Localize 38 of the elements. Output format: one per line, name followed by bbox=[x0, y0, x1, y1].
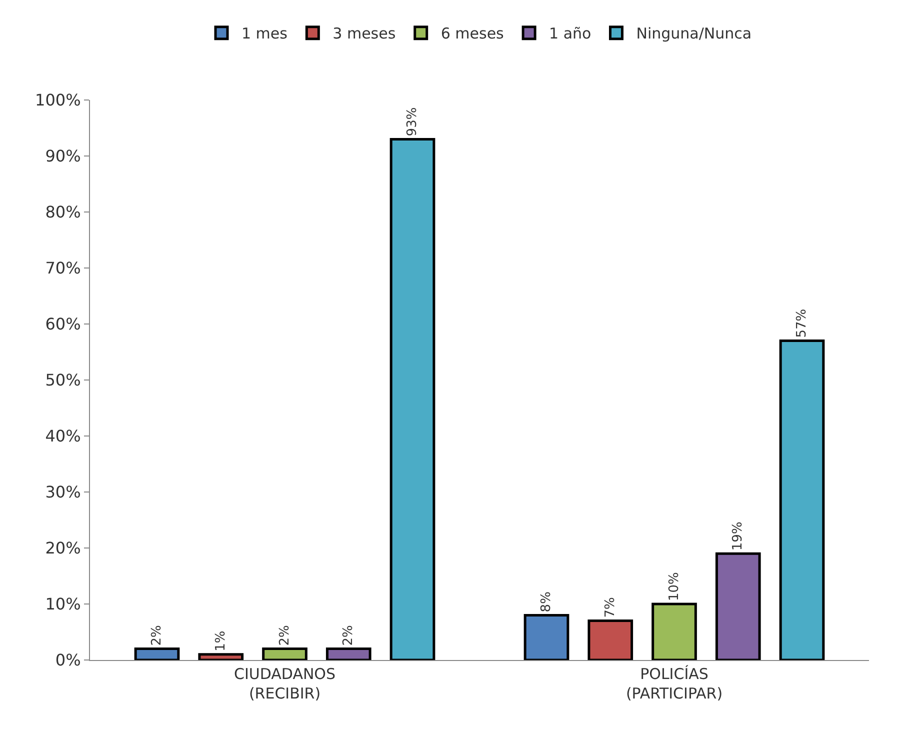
bar bbox=[715, 552, 761, 660]
x-tick-label: CIUDADANOS (RECIBIR) bbox=[234, 665, 336, 702]
data-label: 8% bbox=[538, 592, 554, 612]
bar bbox=[779, 340, 825, 660]
legend-label: 1 mes bbox=[242, 24, 288, 43]
y-tick-label: 90% bbox=[45, 146, 81, 166]
x-tick-label: POLICÍAS (PARTICIPAR) bbox=[626, 665, 723, 702]
data-label: 1% bbox=[213, 630, 228, 652]
y-tick-label: 60% bbox=[45, 314, 81, 334]
data-label: 19% bbox=[730, 522, 746, 551]
legend-label: 1 año bbox=[549, 24, 592, 43]
y-tick-label: 80% bbox=[45, 202, 81, 222]
data-label: 2% bbox=[149, 625, 164, 646]
y-tick-label: 40% bbox=[45, 426, 81, 446]
legend-label: 3 meses bbox=[332, 24, 396, 43]
y-tick-label: 30% bbox=[45, 482, 81, 502]
bar bbox=[588, 620, 634, 660]
bar bbox=[134, 648, 180, 660]
data-label: 10% bbox=[666, 572, 682, 601]
legend-label: 6 meses bbox=[440, 24, 504, 43]
y-tick-label: 100% bbox=[35, 90, 81, 110]
data-label: 2% bbox=[341, 625, 356, 646]
bar bbox=[652, 602, 697, 660]
data-label: 57% bbox=[794, 308, 810, 338]
data-label: 2% bbox=[277, 625, 292, 646]
bar bbox=[262, 648, 308, 660]
bar bbox=[326, 648, 372, 660]
y-tick-label: 70% bbox=[45, 258, 81, 278]
bar bbox=[524, 614, 570, 660]
data-label: 7% bbox=[602, 597, 618, 618]
y-tick-label: 20% bbox=[45, 538, 81, 558]
y-tick-label: 10% bbox=[45, 594, 81, 614]
data-label: 93% bbox=[405, 107, 420, 136]
legend-label: Ninguna/Nunca bbox=[636, 24, 752, 43]
bar bbox=[390, 138, 436, 660]
y-tick-label: 0% bbox=[55, 650, 81, 670]
bar bbox=[198, 653, 244, 660]
y-tick-label: 50% bbox=[45, 370, 81, 390]
